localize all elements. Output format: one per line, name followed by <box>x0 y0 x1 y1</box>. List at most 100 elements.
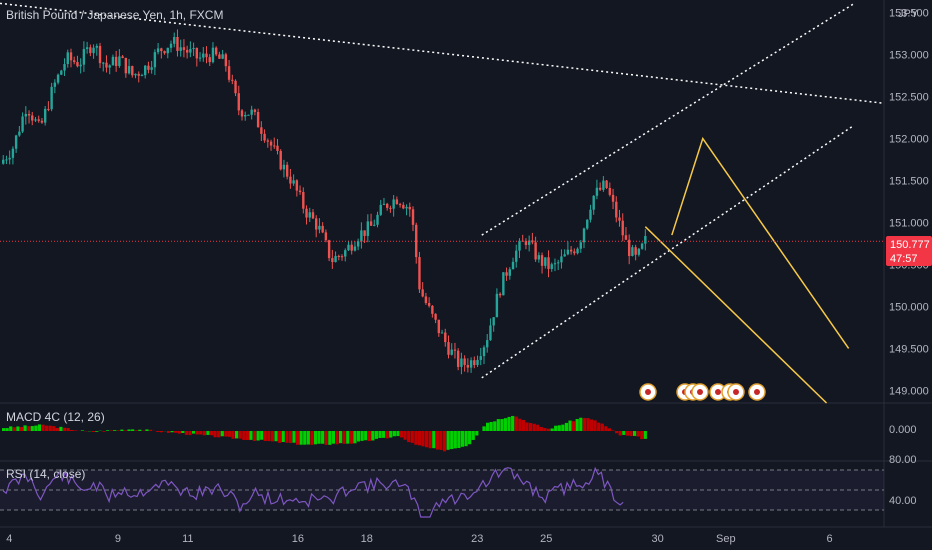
macd-bar <box>209 431 214 436</box>
candle-body <box>208 57 211 63</box>
candle-body <box>579 242 582 249</box>
macd-bar <box>518 418 522 431</box>
macd-bar <box>629 431 633 437</box>
candle-body <box>450 349 453 355</box>
macd-bar <box>525 422 529 431</box>
candle-body <box>515 250 518 262</box>
macd-bar <box>600 423 604 431</box>
candle-body <box>143 65 147 76</box>
macd-bar <box>159 431 163 433</box>
price-tick-label: 150.000 <box>889 301 929 313</box>
macd-bar <box>374 431 379 439</box>
macd-bar <box>181 431 185 433</box>
macd-bar <box>442 431 447 452</box>
candle-body <box>150 67 153 70</box>
macd-bar <box>1 428 6 431</box>
macd-bar <box>543 428 547 431</box>
macd-bar <box>482 426 486 431</box>
macd-bar <box>640 431 644 440</box>
candle-body <box>469 360 473 368</box>
macd-bar <box>224 431 228 437</box>
macd-bar <box>235 431 239 439</box>
time-axis[interactable]: 4 9 11 16 18 23 25 30 Sep 6 <box>6 533 832 545</box>
macd-bar <box>593 420 597 431</box>
time-tick-label: 6 <box>827 533 833 545</box>
projection-path <box>671 136 850 349</box>
candle-body <box>127 66 131 74</box>
candle-body <box>189 49 192 53</box>
candle-body <box>540 255 544 266</box>
macd-bar <box>396 431 400 437</box>
candle-body <box>192 48 195 50</box>
macd-bar <box>34 425 38 431</box>
macd-bar <box>109 430 113 431</box>
candle-body <box>327 240 331 259</box>
price-tick-label: 152.000 <box>889 134 929 146</box>
candle-body <box>124 57 128 74</box>
macd-bar <box>496 419 500 431</box>
candle-body <box>392 199 395 209</box>
candle-body <box>586 219 589 229</box>
macd-bar <box>349 431 353 444</box>
candle-body <box>198 57 202 59</box>
candle-body <box>340 256 344 258</box>
candle-body <box>434 313 437 320</box>
economic-event-markers[interactable] <box>639 383 766 401</box>
candle-body <box>82 49 86 65</box>
candle-body <box>508 269 512 276</box>
candle-body <box>185 49 189 53</box>
candle-body <box>369 221 373 226</box>
macd-bar <box>102 431 106 432</box>
macd-bar <box>360 431 364 441</box>
macd-bar <box>636 431 640 437</box>
candle-body <box>573 251 576 254</box>
candle-body <box>550 264 553 269</box>
macd-bar <box>113 430 117 431</box>
candle-body <box>266 140 270 142</box>
macd-bar <box>19 427 24 431</box>
macd-bar <box>242 431 246 440</box>
macd-bar <box>421 431 425 447</box>
candle-body <box>202 53 205 58</box>
macd-bar <box>561 424 565 431</box>
candle-body <box>466 364 470 368</box>
candle-body <box>92 47 95 54</box>
candle-body <box>60 70 63 75</box>
candle-body <box>398 204 402 206</box>
macd-bar <box>73 430 77 431</box>
macd-bar <box>539 427 543 431</box>
candle-body <box>473 360 476 366</box>
candle-body <box>595 187 599 196</box>
candle-body <box>295 180 299 191</box>
macd-bar <box>285 431 289 443</box>
macd-bar <box>514 416 518 431</box>
macd-bar <box>206 431 210 435</box>
candle-body <box>50 86 53 110</box>
candle-body <box>569 249 573 252</box>
projection-down-line <box>644 226 828 404</box>
macd-bar <box>632 431 637 436</box>
macd-bar <box>134 430 138 431</box>
macd-bar <box>550 428 554 431</box>
macd-bar <box>45 425 49 431</box>
price-badge-value: 150.777 <box>890 239 930 251</box>
candle-body <box>211 47 215 63</box>
macd-bar <box>428 431 432 449</box>
candle-body <box>624 235 628 240</box>
macd-bar <box>536 424 540 431</box>
macd-bar <box>12 427 16 431</box>
candle-body <box>137 73 140 76</box>
candle-body <box>608 187 612 195</box>
macd-bar <box>575 418 579 431</box>
candle-body <box>463 358 466 365</box>
price-axis[interactable]: 153.500 153.000 152.500 152.000 151.500 151.0… <box>889 8 929 398</box>
candle-body <box>95 45 98 48</box>
macd-bar <box>378 431 382 438</box>
time-tick-label: 18 <box>361 533 373 545</box>
macd-bar <box>331 431 336 444</box>
candle-body <box>269 141 273 146</box>
macd-bar <box>292 431 296 443</box>
candle-body <box>240 110 244 117</box>
macd-bar <box>385 431 389 439</box>
